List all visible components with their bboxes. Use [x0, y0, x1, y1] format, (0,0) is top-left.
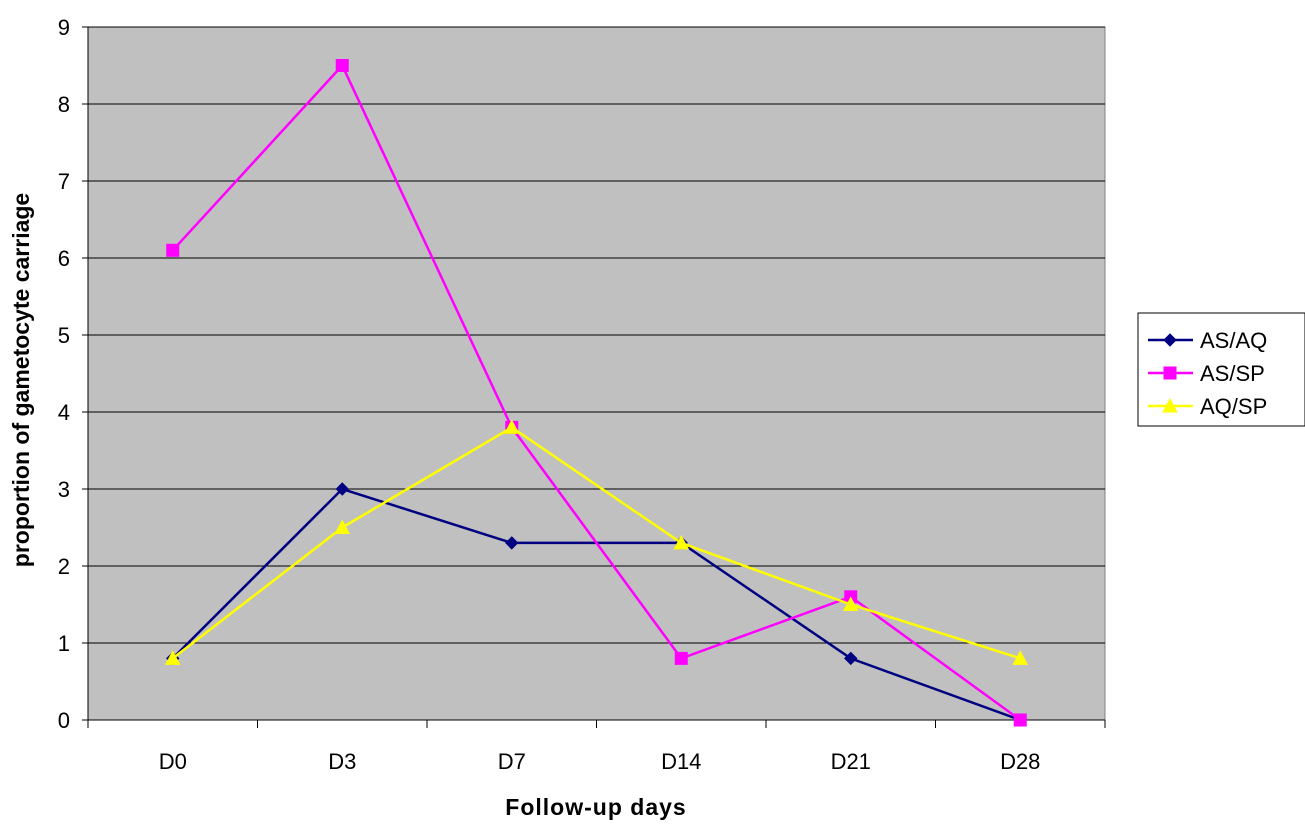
data-point	[335, 59, 349, 72]
x-tick-label: D28	[1000, 749, 1040, 774]
legend-entry: AQ/SP	[1148, 394, 1267, 419]
legend-label: AQ/SP	[1200, 394, 1267, 419]
y-tick-label: 1	[58, 631, 70, 656]
legend-marker	[1163, 366, 1177, 380]
data-point	[1013, 713, 1027, 727]
legend: AS/AQ AS/SP AQ/SP	[1137, 312, 1305, 427]
axes	[82, 26, 1106, 728]
series-line	[171, 425, 1021, 660]
legend-entry: AS/AQ	[1148, 328, 1267, 353]
data-point	[505, 536, 519, 550]
y-tick-label: 0	[58, 708, 70, 733]
data-point	[842, 596, 859, 611]
data-point	[1012, 650, 1029, 665]
data-point	[674, 651, 688, 665]
x-tick-label: D14	[661, 749, 701, 774]
data-point	[335, 482, 349, 496]
data-point	[503, 419, 520, 434]
x-axis-title: Follow-up days	[505, 794, 686, 820]
legend-label: AS/AQ	[1200, 328, 1267, 353]
x-tick-label: D7	[498, 749, 526, 774]
x-tick-labels: D0 D3 D7 D14 D21 D28	[159, 749, 1041, 774]
data-point	[334, 519, 351, 534]
y-tick-label: 7	[58, 169, 70, 194]
series-line	[171, 63, 1021, 722]
x-tick-label: D0	[159, 749, 187, 774]
legend-marker	[1162, 397, 1178, 413]
y-tick-label: 8	[58, 92, 70, 117]
legend-entry: AS/SP	[1148, 361, 1265, 386]
series-aq-sp	[164, 419, 1029, 665]
data-point	[164, 650, 181, 665]
data-point	[844, 651, 858, 666]
y-tick-labels: 0 1 2 3 4 5 6 7 8 9	[58, 15, 70, 733]
y-tick-label: 5	[58, 323, 70, 348]
y-tick-label: 2	[58, 554, 70, 579]
data-point	[673, 534, 690, 550]
y-tick-label: 3	[58, 477, 70, 502]
series-layer	[164, 59, 1029, 727]
plot-area	[87, 26, 1106, 721]
series-as-sp	[166, 59, 1027, 727]
y-tick-label: 4	[58, 400, 70, 425]
gridlines	[88, 26, 1105, 644]
y-tick-label: 6	[58, 246, 70, 271]
legend-marker	[1163, 333, 1177, 347]
legend-label: AS/SP	[1200, 361, 1265, 386]
y-tick-label: 9	[58, 15, 70, 40]
data-point	[166, 243, 180, 257]
x-tick-label: D3	[328, 749, 356, 774]
y-axis-title: proportion of gametocyte carriage	[8, 193, 34, 567]
x-tick-label: D21	[831, 749, 871, 774]
